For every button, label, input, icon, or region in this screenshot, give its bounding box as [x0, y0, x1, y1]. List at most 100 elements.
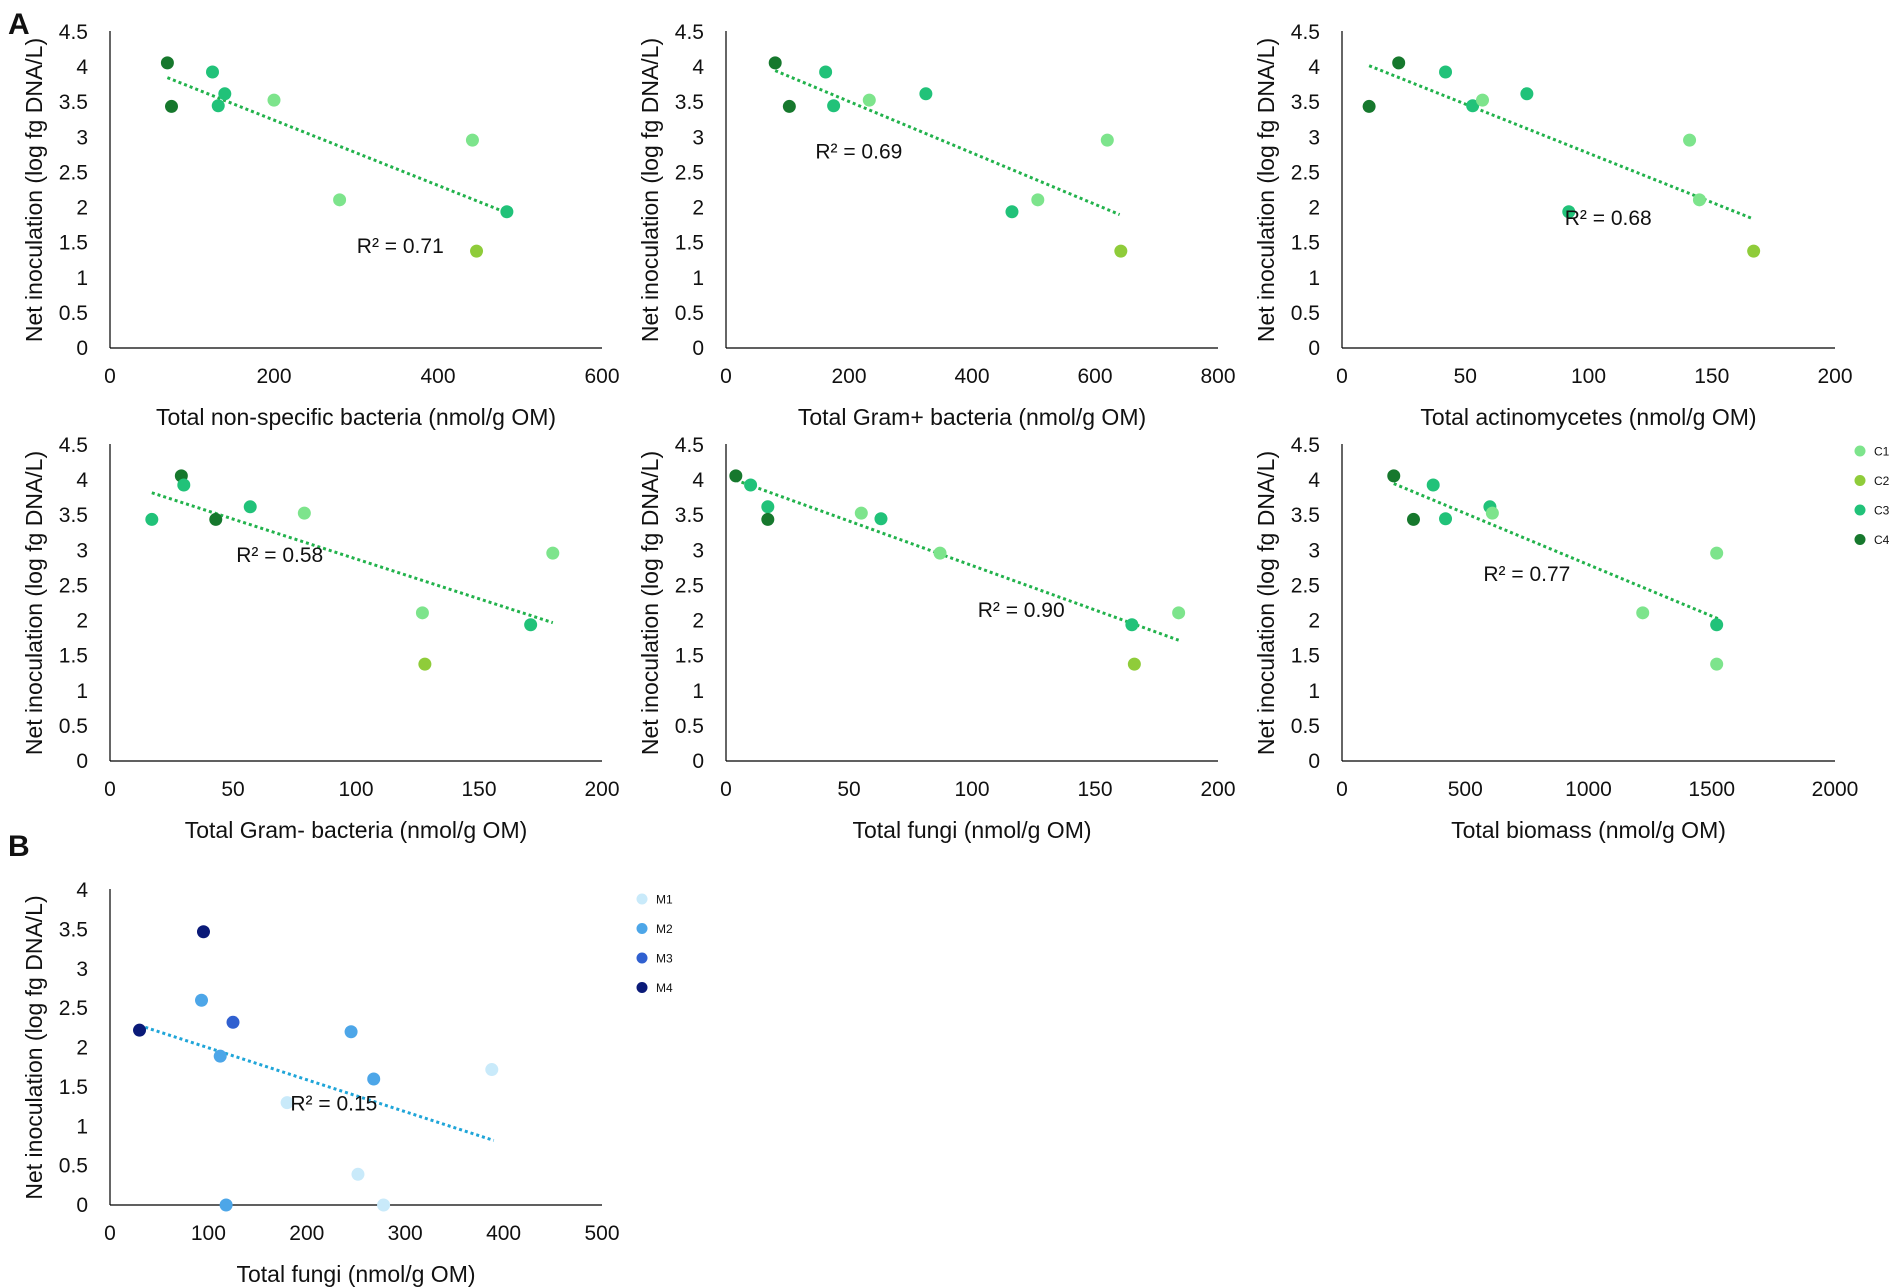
x-axis-title: Total biomass (nmol/g OM): [1451, 817, 1726, 843]
x-tick-label: 100: [954, 778, 989, 801]
y-tick-label: 4.5: [1291, 21, 1320, 44]
y-tick-label: 0.5: [675, 302, 704, 325]
legend-swatch-c3: [1854, 504, 1866, 516]
y-tick-label: 0: [1308, 337, 1320, 360]
y-tick-label: 2: [1308, 197, 1320, 220]
data-point-m2: [219, 1198, 233, 1212]
x-tick-label: 2000: [1812, 778, 1859, 801]
y-tick-label: 4.5: [59, 434, 88, 457]
y-tick-label: 1: [1308, 267, 1320, 290]
data-point-c4: [729, 469, 743, 483]
y-tick-label: 1: [76, 680, 88, 703]
x-tick-label: 400: [486, 1222, 521, 1245]
x-tick-label: 0: [104, 778, 116, 801]
y-tick-label: 4.5: [1291, 434, 1320, 457]
x-tick-label: 50: [221, 778, 244, 801]
r-squared-annotation: R² = 0.71: [357, 235, 444, 258]
r-squared-annotation: R² = 0.77: [1483, 563, 1570, 586]
y-tick-label: 3: [692, 539, 704, 562]
x-axis-title: Total Gram+ bacteria (nmol/g OM): [798, 404, 1146, 430]
data-point-c3: [1710, 618, 1724, 632]
data-point-m4: [133, 1023, 147, 1037]
data-point-c1: [1100, 133, 1114, 147]
y-tick-label: 3: [1308, 126, 1320, 149]
x-tick-label: 200: [1200, 778, 1235, 801]
y-axis-title: Net inoculation (log fg DNA/L): [21, 451, 47, 755]
data-point-c3: [744, 478, 758, 492]
y-tick-label: 3: [76, 126, 88, 149]
y-tick-label: 0.5: [675, 715, 704, 738]
y-axis-title: Net inoculation (log fg DNA/L): [21, 38, 47, 342]
data-point-c2: [1747, 244, 1761, 258]
y-tick-label: 3: [76, 958, 88, 981]
y-tick-label: 0: [692, 750, 704, 773]
x-tick-label: 100: [191, 1222, 226, 1245]
y-tick-label: 2: [692, 197, 704, 220]
x-tick-label: 500: [584, 1222, 619, 1245]
data-point-c2: [418, 657, 432, 671]
y-tick-label: 0.5: [1291, 302, 1320, 325]
y-tick-label: 2.5: [675, 574, 704, 597]
x-tick-label: 200: [289, 1222, 324, 1245]
x-tick-label: 100: [1571, 365, 1606, 388]
y-tick-label: 0: [76, 750, 88, 773]
data-point-c1: [333, 193, 347, 207]
legend-label-c2: C2: [1874, 474, 1890, 488]
y-tick-label: 4: [76, 56, 88, 79]
x-tick-label: 200: [1817, 365, 1852, 388]
data-point-c3: [1426, 478, 1440, 492]
y-tick-label: 4: [1308, 56, 1320, 79]
y-tick-label: 1: [76, 1115, 88, 1138]
trendline: [166, 76, 509, 215]
data-point-c2: [1114, 244, 1128, 258]
data-point-c1: [1172, 606, 1186, 620]
y-tick-label: 3.5: [1291, 504, 1320, 527]
legend-label-c4: C4: [1874, 533, 1890, 547]
legend-swatch-c2: [1854, 475, 1866, 486]
y-tick-label: 4: [1308, 469, 1320, 492]
legend-label-c3: C3: [1874, 504, 1890, 518]
data-point-c1: [415, 606, 429, 620]
chart-a4: 0 0.5 1 1.5 2 2.5 3 3.5 4 4.5 0 50 100 150 200 Total Gr…: [21, 434, 620, 843]
data-point-c3: [524, 618, 538, 632]
y-tick-label: 1: [1308, 680, 1320, 703]
trendline: [1368, 64, 1752, 220]
x-axis-title: Total non-specific bacteria (nmol/g OM): [156, 404, 556, 430]
y-tick-label: 4.5: [59, 21, 88, 44]
panel-label-b: B: [8, 830, 30, 863]
trendline: [774, 69, 1121, 216]
y-tick-label: 4: [692, 56, 704, 79]
data-point-c4: [1392, 56, 1406, 70]
x-tick-label: 150: [1077, 778, 1112, 801]
y-tick-label: 1.5: [59, 645, 88, 668]
data-point-c3: [874, 512, 888, 526]
y-axis-title: Net inoculation (log fg DNA/L): [637, 451, 663, 755]
legend-swatch-m4: [636, 982, 648, 993]
panel-label-a: A: [8, 8, 30, 41]
x-tick-label: 0: [104, 365, 116, 388]
data-point-c1: [1476, 93, 1490, 107]
data-point-m2: [344, 1025, 358, 1039]
y-tick-label: 3.5: [59, 504, 88, 527]
x-tick-label: 800: [1200, 365, 1235, 388]
y-axis-title: Net inoculation (log fg DNA/L): [637, 38, 663, 342]
data-point-m1: [351, 1167, 365, 1181]
data-point-c3: [206, 65, 219, 79]
data-point-m2: [195, 993, 209, 1007]
y-tick-label: 2.5: [1291, 161, 1320, 184]
data-point-m1: [280, 1096, 294, 1110]
data-point-c3: [819, 65, 833, 79]
data-point-m1: [485, 1063, 499, 1077]
r-squared-annotation: R² = 0.90: [978, 599, 1065, 622]
trendline: [1393, 482, 1720, 621]
trendline: [151, 491, 554, 625]
x-tick-label: 0: [104, 1222, 116, 1245]
x-tick-label: 200: [584, 778, 619, 801]
y-tick-label: 4: [76, 879, 88, 902]
y-tick-label: 2.5: [59, 997, 88, 1020]
y-tick-label: 0: [76, 1194, 88, 1217]
x-tick-label: 200: [256, 365, 291, 388]
y-tick-label: 3: [1308, 539, 1320, 562]
data-point-c4: [1362, 99, 1376, 113]
